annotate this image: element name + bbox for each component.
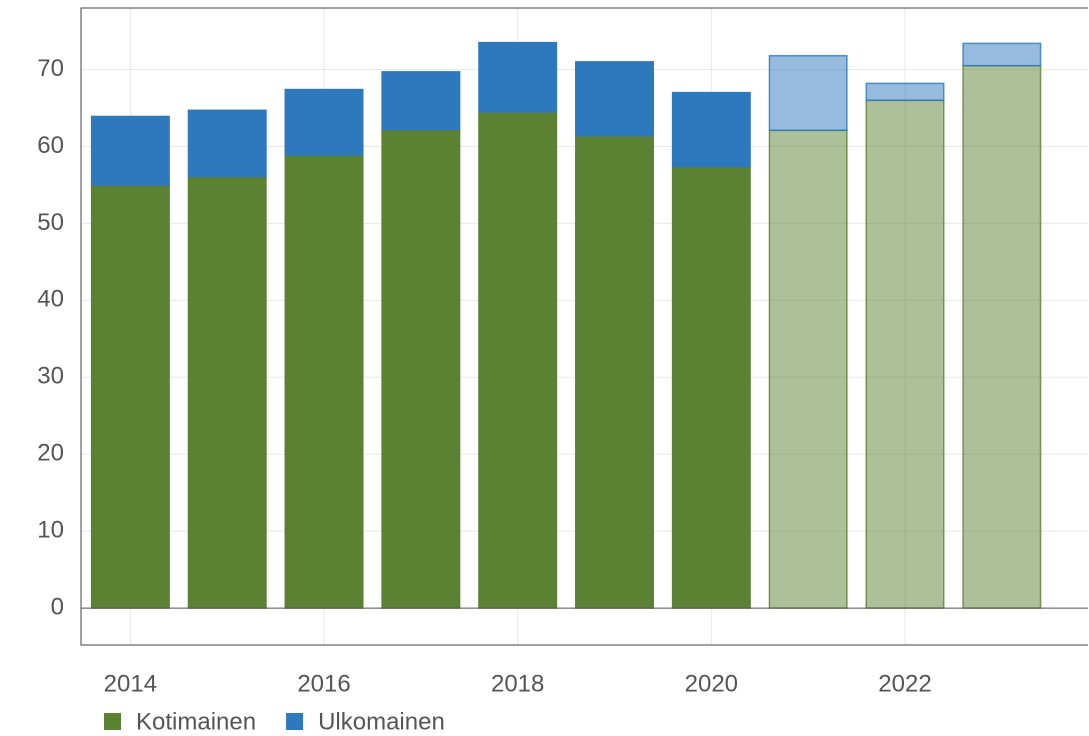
x-tick-label: 2018 [491, 670, 544, 697]
y-tick-label: 10 [37, 516, 64, 543]
bar-segment [768, 54, 848, 132]
x-tick-label: 2022 [878, 670, 931, 697]
x-tick-label: 2020 [685, 670, 738, 697]
y-tick-label: 30 [37, 363, 64, 390]
y-tick-label: 70 [37, 55, 64, 82]
bar-segment [284, 88, 364, 156]
bar-segment [962, 42, 1042, 67]
legend-label: Kotimainen [136, 708, 256, 735]
bar-segment [865, 82, 945, 102]
bar-segment [381, 71, 461, 131]
bar-segment [575, 61, 654, 137]
y-tick-label: 0 [51, 593, 64, 620]
bar-segment [187, 175, 267, 609]
bar-segment [90, 184, 170, 609]
x-tick-label: 2014 [104, 670, 157, 697]
bar-segment [575, 134, 654, 609]
legend-swatch [104, 713, 121, 730]
legend-label: Ulkomainen [318, 708, 445, 735]
plot-frame [80, 7, 1088, 646]
bar-segment [90, 115, 170, 186]
bar-segment [478, 111, 558, 609]
bar-segment [962, 64, 1042, 609]
bar-segment [768, 129, 848, 609]
y-tick-label: 50 [37, 209, 64, 236]
bar-segment [671, 91, 751, 168]
bar-segment [671, 165, 751, 609]
legend-swatch [286, 713, 304, 730]
bar-segment [187, 109, 267, 178]
y-tick-label: 60 [37, 132, 64, 159]
bar-segment [865, 99, 945, 609]
bar-segment [478, 41, 558, 113]
y-tick-label: 20 [37, 440, 64, 467]
y-tick-label: 40 [37, 286, 64, 313]
bar-segment [381, 128, 461, 609]
x-tick-label: 2016 [297, 670, 350, 697]
bar-segment [284, 154, 364, 609]
